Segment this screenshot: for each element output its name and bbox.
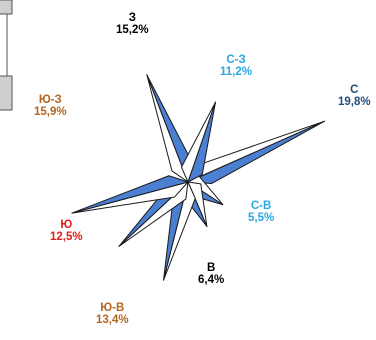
ray-5-dark-half: [71, 175, 189, 214]
label-s-z: С-З 11,2%: [220, 54, 252, 78]
label-yu-z: Ю-З 15,9%: [34, 94, 67, 118]
ray-5: [71, 175, 189, 214]
edge-fragment: [0, 0, 13, 111]
label-yu: Ю 12,5%: [50, 219, 83, 243]
ray-7-dark-half: [187, 101, 217, 183]
label-s-v: С-В 5,5%: [248, 200, 275, 224]
ray-7: [180, 101, 217, 183]
label-v: В 6,4%: [198, 262, 225, 286]
label-yu-v: Ю-В 13,4%: [96, 302, 129, 326]
label-s: С 19,8%: [338, 84, 371, 108]
label-z: З 15,2%: [116, 12, 149, 36]
